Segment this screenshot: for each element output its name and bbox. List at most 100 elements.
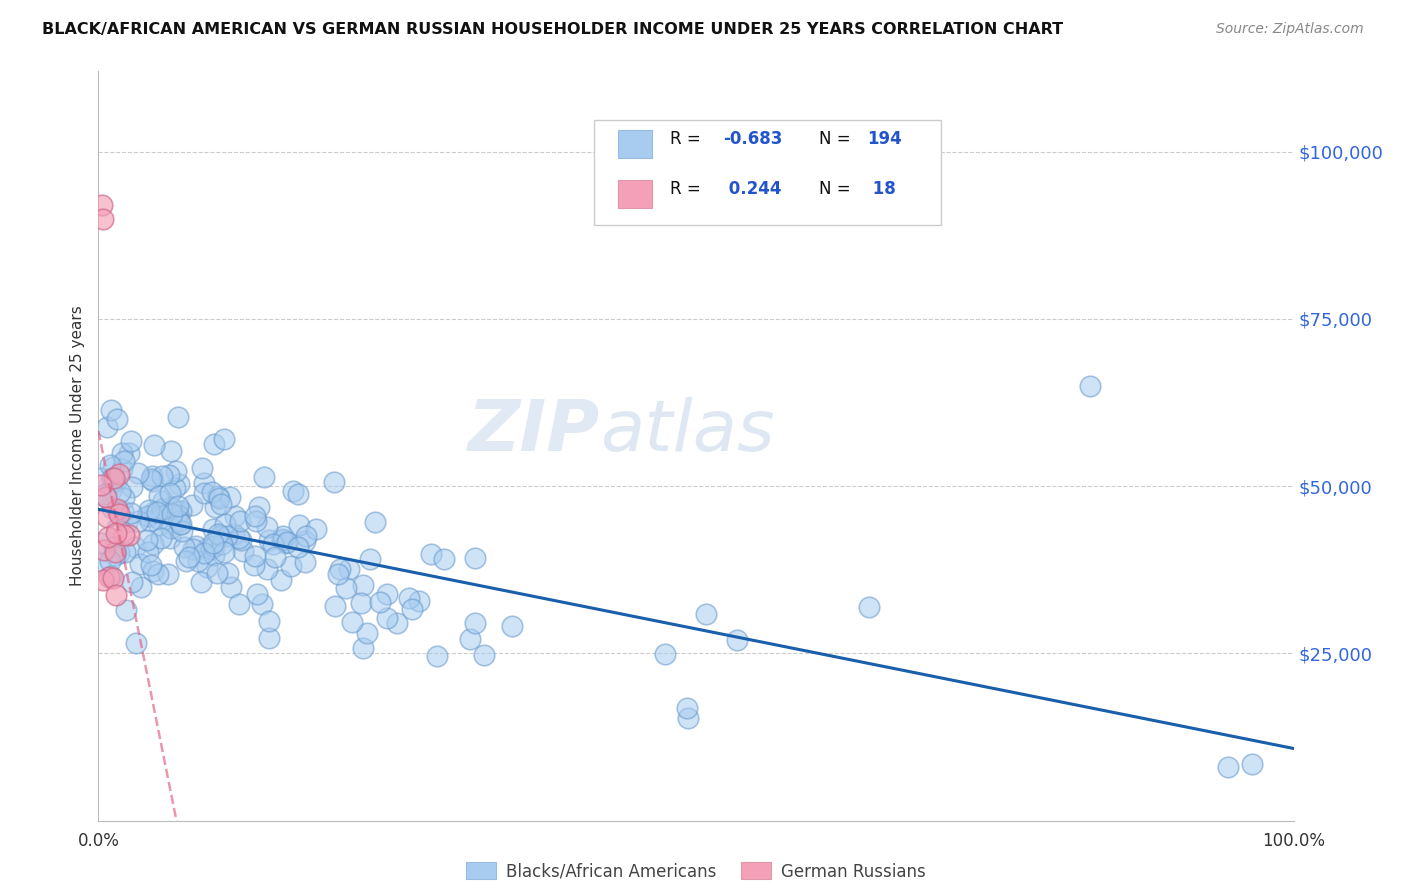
Point: [193, 476, 215, 491]
Point: [120, 506, 142, 520]
Point: [253, 470, 276, 484]
Point: [160, 500, 183, 514]
Point: [401, 601, 423, 615]
Point: [1240, 756, 1263, 771]
Point: [94, 490, 117, 504]
Point: [676, 711, 699, 725]
Point: [654, 647, 676, 661]
Point: [169, 517, 191, 532]
Point: [112, 528, 135, 542]
Point: [148, 518, 170, 533]
Point: [107, 503, 129, 517]
Point: [159, 532, 181, 546]
Point: [287, 540, 309, 554]
Point: [209, 497, 232, 511]
Point: [100, 403, 122, 417]
Point: [170, 516, 193, 531]
Point: [94, 490, 117, 504]
Text: BLACK/AFRICAN AMERICAN VS GERMAN RUSSIAN HOUSEHOLDER INCOME UNDER 25 YEARS CORRE: BLACK/AFRICAN AMERICAN VS GERMAN RUSSIAN…: [42, 22, 1063, 37]
Point: [246, 587, 269, 601]
Point: [148, 512, 170, 526]
Point: [101, 460, 124, 475]
Point: [146, 567, 169, 582]
Point: [105, 588, 128, 602]
Point: [177, 550, 200, 565]
Point: [114, 545, 136, 559]
Point: [676, 700, 699, 714]
Point: [326, 567, 349, 582]
Point: [202, 549, 225, 563]
Point: [108, 508, 131, 522]
Point: [207, 526, 229, 541]
Point: [167, 514, 190, 528]
Point: [170, 524, 193, 538]
Text: -0.683: -0.683: [724, 129, 783, 148]
Legend: Blacks/African Americans, German Russians: Blacks/African Americans, German Russian…: [460, 855, 932, 888]
Point: [89, 555, 111, 569]
Point: [294, 555, 316, 569]
Point: [501, 619, 523, 633]
Point: [120, 434, 142, 449]
Point: [212, 545, 235, 559]
Point: [271, 533, 294, 548]
Point: [464, 551, 486, 566]
Point: [167, 410, 190, 425]
Point: [352, 641, 374, 656]
Point: [91, 573, 114, 587]
Point: [108, 467, 131, 482]
Point: [157, 566, 180, 581]
Point: [212, 432, 235, 446]
Point: [195, 541, 218, 555]
Point: [294, 534, 316, 549]
Point: [142, 474, 165, 488]
Point: [1216, 760, 1239, 774]
Y-axis label: Householder Income Under 25 years: Householder Income Under 25 years: [70, 306, 86, 586]
Point: [276, 535, 298, 549]
Point: [90, 478, 112, 492]
Point: [167, 476, 190, 491]
Point: [190, 575, 212, 590]
Point: [138, 503, 160, 517]
Point: [142, 537, 165, 551]
Point: [184, 540, 207, 554]
Point: [143, 505, 166, 519]
Point: [259, 614, 281, 628]
Point: [136, 509, 159, 524]
Point: [349, 596, 371, 610]
Point: [193, 546, 215, 560]
Point: [97, 530, 120, 544]
Point: [364, 515, 387, 529]
Point: [91, 211, 114, 226]
Point: [152, 493, 174, 508]
Point: [91, 198, 114, 212]
Point: [150, 502, 173, 516]
Point: [160, 507, 183, 521]
Point: [271, 529, 294, 543]
Point: [243, 558, 266, 573]
Point: [100, 569, 122, 583]
Point: [115, 603, 138, 617]
Point: [103, 571, 125, 585]
Point: [112, 503, 135, 517]
FancyBboxPatch shape: [619, 130, 652, 158]
Point: [127, 514, 149, 528]
Point: [245, 514, 267, 528]
Point: [181, 499, 204, 513]
Point: [139, 472, 162, 486]
Point: [271, 532, 294, 546]
Point: [695, 607, 717, 621]
Point: [160, 521, 183, 535]
Point: [166, 500, 188, 514]
Text: atlas: atlas: [600, 397, 775, 466]
Point: [264, 549, 287, 564]
Point: [231, 533, 253, 547]
Point: [135, 533, 157, 548]
Point: [256, 520, 278, 534]
Point: [193, 486, 215, 500]
Point: [219, 580, 242, 594]
Point: [167, 508, 190, 522]
Point: [204, 500, 226, 514]
Point: [385, 616, 408, 631]
Point: [280, 559, 302, 574]
Point: [375, 611, 398, 625]
